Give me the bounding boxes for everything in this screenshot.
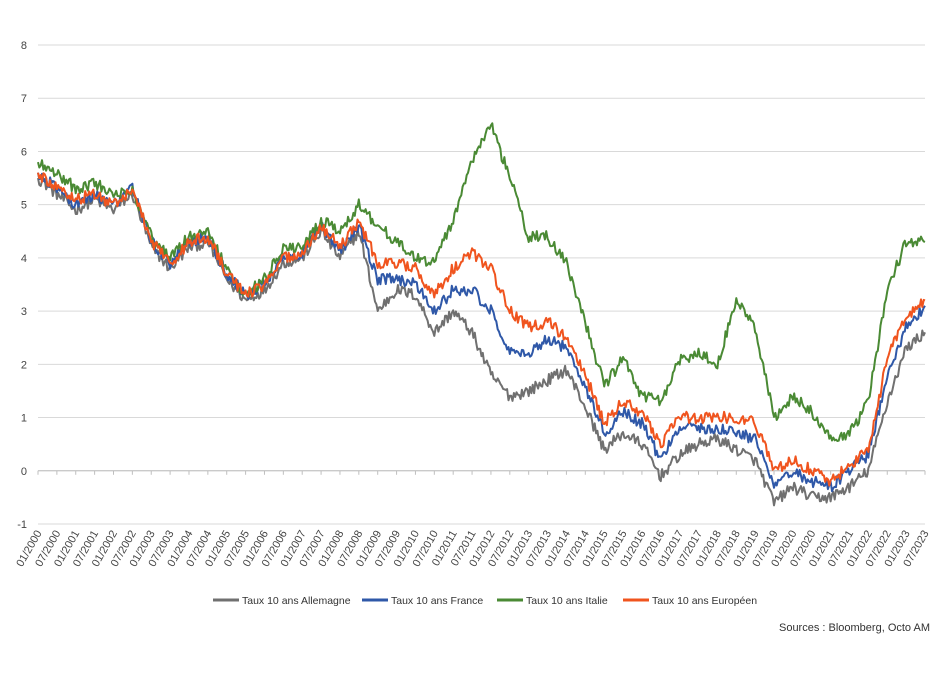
y-tick-label: 7 [21,93,27,105]
y-tick-label: 1 [21,413,27,425]
y-tick-label: 3 [21,306,27,318]
y-tick-label: 5 [21,200,27,212]
y-axis: -1 0 1 2 3 4 5 6 7 8 [17,40,27,531]
legend-label: Taux 10 ans Européen [652,595,757,607]
y-tick-label: 4 [21,253,27,265]
y-tick-label: -1 [17,519,27,531]
legend-label: Taux 10 ans Allemagne [242,595,351,607]
series-lines [37,122,926,507]
y-tick-label: 8 [21,40,27,52]
series-line-4 [37,172,926,487]
legend-label: Taux 10 ans Italie [526,595,608,607]
gridlines [38,44,925,525]
y-tick-label: 2 [21,359,27,371]
series-line-3 [37,122,926,442]
y-tick-label: 6 [21,146,27,158]
legend: Taux 10 ans Allemagne Taux 10 ans France T… [213,595,757,607]
series-line-1 [37,177,926,507]
source-note: Sources : Bloomberg, Octo AM [778,622,930,634]
legend-label: Taux 10 ans France [391,595,483,607]
series-line-2 [37,172,926,493]
y-tick-label: 0 [21,466,27,478]
